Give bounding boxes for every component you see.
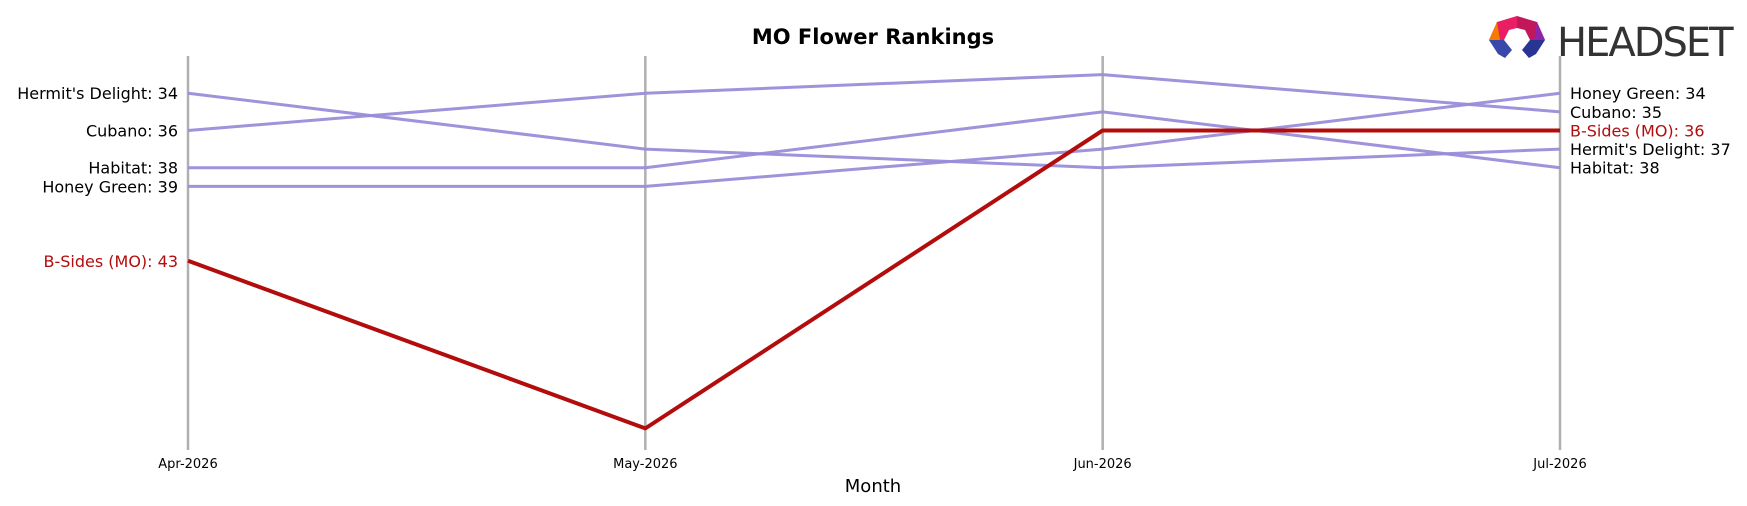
x-tick-label-apr-2026: Apr-2026 bbox=[158, 457, 217, 472]
end-label-hermit-s-delight: Hermit's Delight: 37 bbox=[1570, 140, 1731, 159]
x-tick-label-jul-2026: Jul-2026 bbox=[1532, 457, 1586, 472]
end-label-habitat: Habitat: 38 bbox=[1570, 159, 1660, 178]
x-tick-label-may-2026: May-2026 bbox=[613, 457, 677, 472]
series-line-cubano bbox=[187, 73, 1561, 132]
series-line-hermit-s-delight bbox=[187, 91, 1561, 170]
start-labels: B-Sides (MO): 43 Hermit's Delight: 34 Cuba… bbox=[17, 84, 178, 271]
vertical-gridlines bbox=[186, 56, 1562, 450]
chart-title: MO Flower Rankings bbox=[752, 25, 994, 49]
end-label-cubano: Cubano: 35 bbox=[1570, 103, 1662, 122]
start-label-b-sides-mo: B-Sides (MO): 43 bbox=[44, 252, 179, 271]
series-lines bbox=[187, 73, 1561, 431]
series-line-honey-green bbox=[188, 91, 1561, 188]
start-label-cubano: Cubano: 36 bbox=[86, 121, 178, 140]
x-tick-label-jun-2026: Jun-2026 bbox=[1073, 457, 1132, 472]
start-label-hermit-s-delight: Hermit's Delight: 34 bbox=[17, 84, 178, 103]
end-label-honey-green: Honey Green: 34 bbox=[1570, 84, 1706, 103]
start-label-habitat: Habitat: 38 bbox=[88, 159, 178, 178]
headset-logo-mark-icon bbox=[1489, 16, 1545, 58]
headset-logo-text: HEADSET bbox=[1557, 20, 1734, 66]
x-axis-label: Month bbox=[845, 476, 901, 497]
headset-logo: HEADSET bbox=[1489, 16, 1736, 66]
x-axis-ticks: Apr-2026 May-2026 Jun-2026 Jul-2026 bbox=[158, 457, 1586, 472]
start-label-honey-green: Honey Green: 39 bbox=[42, 177, 178, 196]
series-line-habitat bbox=[188, 110, 1561, 170]
series-line-b-sides-mo bbox=[187, 128, 1560, 431]
end-label-b-sides-mo: B-Sides (MO): 36 bbox=[1570, 121, 1705, 140]
